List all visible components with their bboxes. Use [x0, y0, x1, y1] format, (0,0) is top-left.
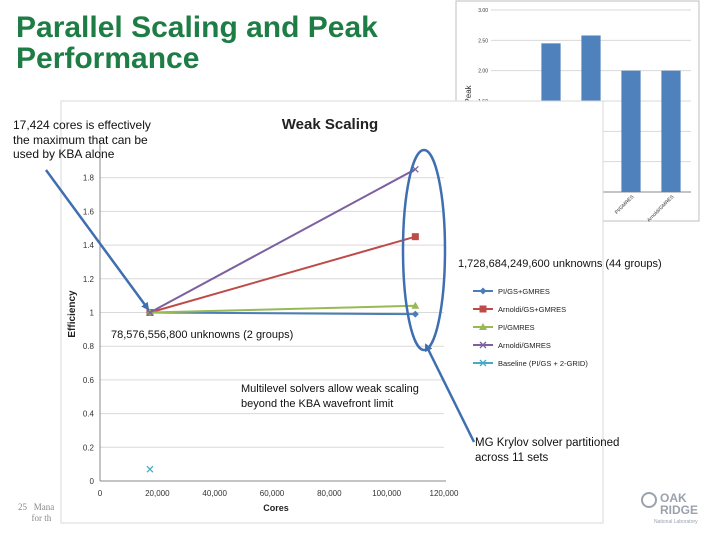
line-series-path	[149, 235, 416, 314]
legend-marker	[479, 359, 487, 367]
line-xtick-label: 100,000	[372, 489, 401, 498]
logo-line-1: OAK	[660, 491, 687, 505]
legend-marker	[479, 305, 487, 313]
footer: 25 Mana for th	[18, 502, 54, 524]
mg-krylov-note: MG Krylov solver partitioned across 11 s…	[475, 437, 620, 464]
bar	[661, 70, 681, 192]
legend-marker	[479, 323, 487, 330]
unknowns-44-note: 1,728,684,249,600 unknowns (44 groups)	[458, 258, 662, 270]
bar-ytick-label: 3.00	[478, 8, 488, 14]
line-ytick-label: 0	[90, 477, 95, 486]
title-line-1: Parallel Scaling and Peak	[16, 11, 378, 44]
bar-ytick-label: 2.50	[478, 38, 488, 44]
line-series-path	[149, 168, 416, 314]
line-xtick-label: 20,000	[145, 489, 170, 498]
line-data-point	[146, 465, 154, 473]
legend-marker	[479, 287, 487, 295]
line-xtick-label: 120,000	[430, 489, 459, 498]
line-ytick-label: 0.2	[83, 443, 95, 452]
line-data-point	[411, 233, 419, 241]
title-line-2: Performance	[16, 42, 200, 75]
line-ytick-label: 1	[90, 309, 95, 318]
weak-scaling-chart: Weak Scaling 0 0.2 0.4 0.6 0.8 1 1.2 1.4 1.6 1.8 0…	[60, 100, 604, 524]
line-ylabel: Efficiency	[67, 290, 78, 338]
bar-ylabel: %Peak	[464, 84, 473, 110]
unknowns-2-note: 78,576,556,800 unknowns (2 groups)	[111, 329, 294, 341]
multilevel-note: Multilevel solvers allow weak scaling be…	[241, 383, 419, 410]
slide-number: 25	[18, 502, 27, 512]
line-chart-title: Weak Scaling	[282, 116, 378, 133]
legend-marker	[479, 341, 487, 349]
slide-title: Parallel Scaling and Peak Performance	[16, 12, 378, 74]
line-ytick-label: 1.6	[83, 207, 95, 216]
line-xlabel: Cores	[263, 503, 289, 513]
bar-ytick-label: 2.00	[478, 69, 488, 75]
line-xtick-label: 60,000	[260, 489, 285, 498]
line-ytick-label: 1.4	[83, 241, 95, 250]
line-series-path	[149, 304, 416, 314]
line-ytick-label: 0.6	[83, 376, 95, 385]
line-ytick-label: 1.2	[83, 275, 95, 284]
legend-label: Baseline (PI/GS + 2-GRID)	[498, 359, 588, 368]
footer-text-1: Mana	[33, 502, 55, 512]
bar	[621, 70, 641, 192]
line-ytick-label: 1.8	[83, 174, 95, 183]
line-xtick-label: 0	[98, 489, 103, 498]
line-xtick-label: 80,000	[317, 489, 342, 498]
legend-label: Arnoldi/GS+GMRES	[498, 305, 566, 314]
logo-line-2: RIDGE	[660, 503, 698, 517]
logo-line-3: National Laboratory	[654, 519, 698, 525]
line-xtick-label: 40,000	[202, 489, 227, 498]
line-series-path	[149, 311, 416, 316]
cores-note: 17,424 cores is effectively the maximum …	[13, 118, 151, 161]
line-ytick-label: 0.8	[83, 342, 95, 351]
legend-label: PI/GS+GMRES	[498, 287, 550, 296]
oak-ridge-logo: OAK RIDGE National Laboratory	[641, 491, 698, 525]
legend-label: Arnoldi/GMRES	[498, 341, 551, 350]
footer-text-2: for th	[31, 513, 52, 523]
line-ytick-label: 0.4	[83, 410, 95, 419]
legend-label: PI/GMRES	[498, 323, 535, 332]
